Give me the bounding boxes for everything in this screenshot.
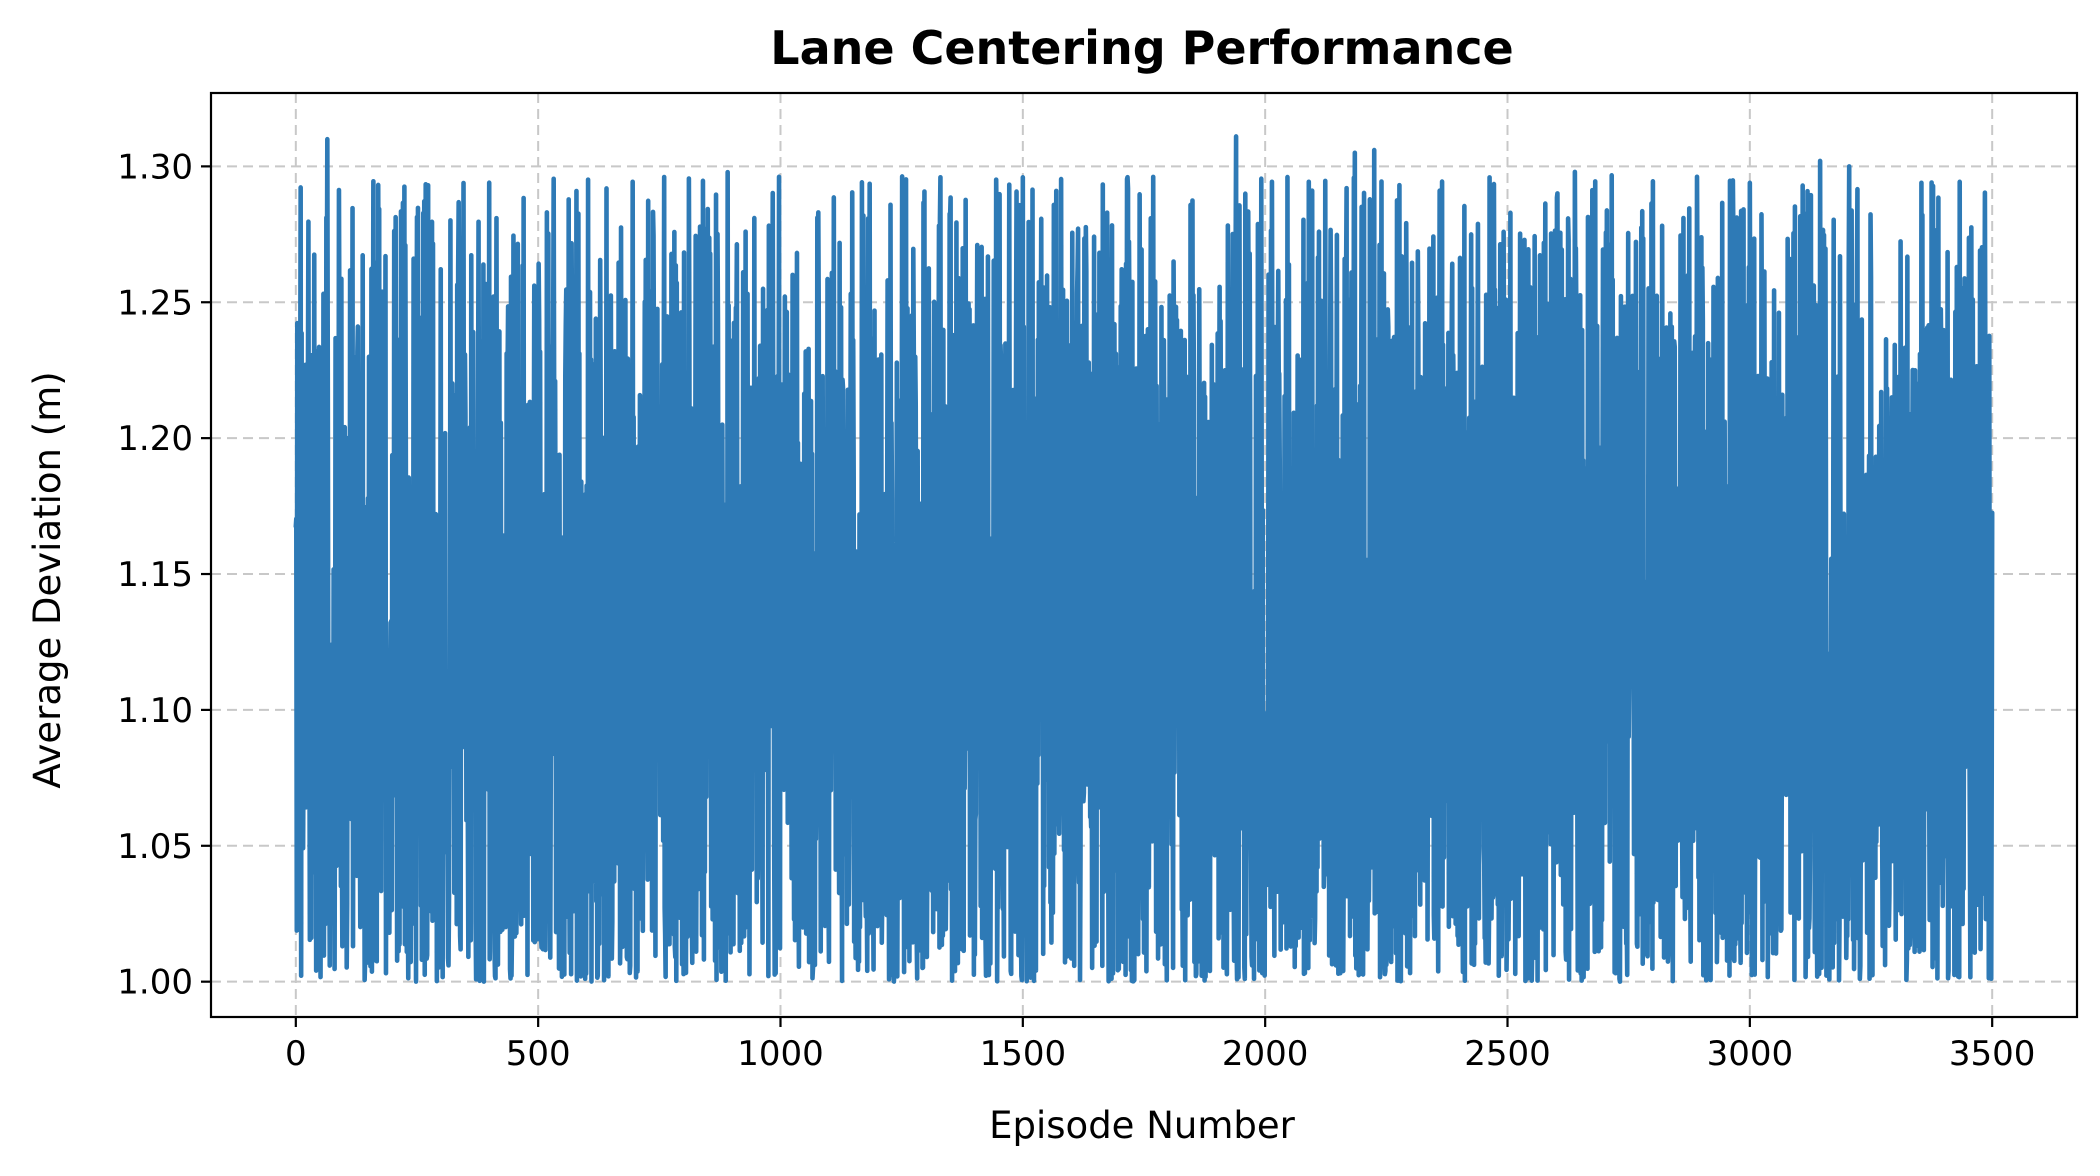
x-axis-label: Episode Number	[989, 1104, 1295, 1147]
axis-ticks: 0 500 1000 1500 2000 2500 3000 3500 1.00 1.05 1.10…	[117, 147, 2035, 1074]
x-tick-label: 3500	[1949, 1034, 2036, 1074]
x-tick-label: 500	[506, 1034, 571, 1074]
series-line	[293, 134, 1995, 984]
x-tick-label: 1000	[737, 1034, 824, 1074]
y-tick-label: 1.25	[117, 283, 193, 323]
x-tick-label: 3000	[1707, 1034, 1794, 1074]
y-tick-label: 1.30	[117, 147, 193, 187]
chart-title: Lane Centering Performance	[770, 21, 1513, 75]
y-tick-label: 1.15	[117, 555, 193, 595]
x-tick-label: 0	[285, 1034, 307, 1074]
y-tick-label: 1.05	[117, 827, 193, 867]
plot-frame	[209, 91, 2079, 1019]
x-tick-label: 2000	[1222, 1034, 1309, 1074]
y-axis-label: Average Deviation (m)	[26, 371, 69, 788]
y-tick-label: 1.10	[117, 691, 193, 731]
y-tick-label: 1.00	[117, 963, 193, 1003]
x-tick-label: 1500	[980, 1034, 1067, 1074]
y-tick-label: 1.20	[117, 419, 193, 459]
x-tick-label: 2500	[1464, 1034, 1551, 1074]
